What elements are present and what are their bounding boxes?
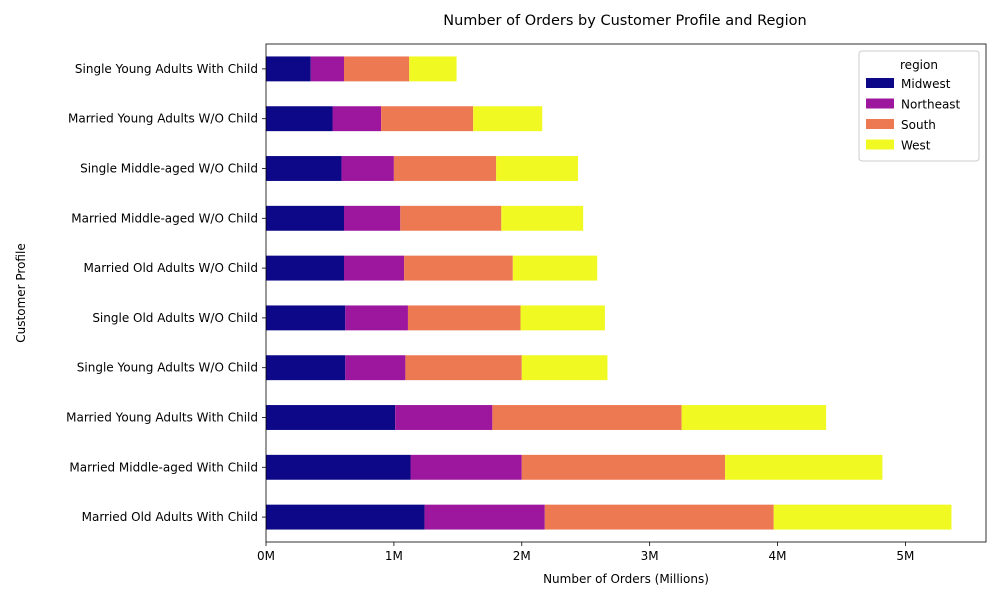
bar-segment [344,56,410,82]
bar-segment [310,56,345,82]
bar-segment [410,454,522,480]
x-axis-label: Number of Orders (Millions) [543,572,709,586]
bar-segment [266,355,346,381]
legend-label: West [901,139,931,153]
bar-segment [424,504,545,530]
bar-segment [501,205,584,231]
bar-segment [345,305,408,331]
y-tick-label: Single Young Adults With Child [75,62,258,76]
bar-segment [344,255,405,281]
bar-segment [266,56,311,82]
bar-segment [344,205,401,231]
bar-segment [381,106,474,132]
legend-label: Northeast [901,98,961,112]
bar-segment [681,405,827,430]
y-tick-label: Single Young Adults W/O Child [77,361,258,375]
bar-segment [400,205,502,231]
bar-segment [404,255,513,281]
x-tick-label: 4M [769,549,787,563]
bar-segment [266,305,346,331]
bar-segment [345,355,406,381]
bar-segment [521,355,608,381]
plot-frame [265,43,987,543]
legend-label: Midwest [901,77,951,91]
bar-segment [266,454,411,480]
bars-group [266,56,952,530]
y-tick-label: Married Young Adults W/O Child [68,112,258,126]
y-tick-label: Married Old Adults With Child [82,510,258,524]
y-tick-label: Single Middle-aged W/O Child [80,162,258,176]
chart-title: Number of Orders by Customer Profile and… [443,13,806,29]
bar-segment [409,56,457,82]
bar-segment [492,405,682,430]
bar-segment [405,355,522,381]
bar-segment [393,156,497,181]
legend-swatch [866,119,894,129]
x-tick-label: 5M [896,549,914,563]
bar-segment [773,504,952,530]
legend-label: South [901,118,936,132]
bar-segment [512,255,598,281]
y-tick-label: Married Middle-aged W/O Child [71,211,258,225]
x-axis-ticks: 0M 1M 2M 3M 4M 5M [257,542,914,563]
bar-segment [725,454,883,480]
x-tick-label: 1M [385,549,403,563]
bar-segment [407,305,521,331]
bar-segment [266,504,425,530]
bar-segment [395,405,493,430]
bar-segment [266,405,396,430]
bar-segment [332,106,382,132]
bar-segment [521,454,726,480]
bar-segment [520,305,605,331]
y-tick-label: Single Old Adults W/O Child [92,311,258,325]
bar-segment [266,255,345,281]
bar-segment [266,156,342,181]
legend-swatch [866,78,894,88]
x-tick-label: 3M [641,549,659,563]
bar-segment [266,205,345,231]
y-tick-label: Married Middle-aged With Child [69,460,258,474]
y-axis-label: Customer Profile [14,243,28,342]
bar-segment [544,504,774,530]
legend: region Midwest Northeast South West [858,50,980,162]
bar-segment [473,106,543,132]
bar-segment [496,156,579,181]
y-tick-label: Married Old Adults W/O Child [84,261,259,275]
y-tick-label: Married Young Adults With Child [66,411,258,425]
y-axis-ticks: Married Old Adults With Child Married Mid… [66,62,266,524]
bar-segment [341,156,394,181]
legend-swatch [866,139,894,150]
legend-title: region [900,58,938,72]
x-tick-label: 2M [513,549,531,563]
bar-segment [266,106,333,132]
x-tick-label: 0M [257,549,275,563]
legend-swatch [866,98,894,109]
